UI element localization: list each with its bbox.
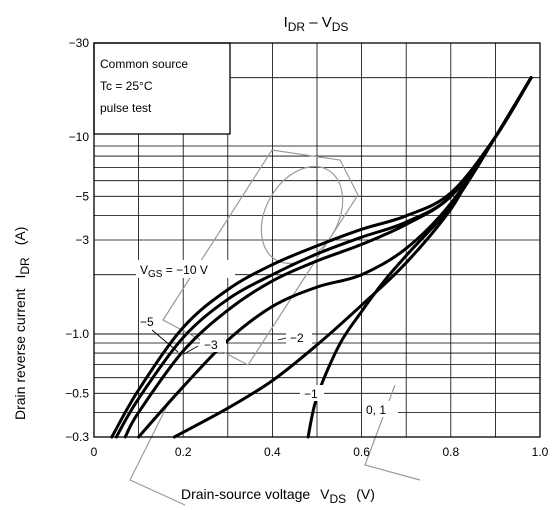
series-label-vgs-10: VGS = −10 V [140, 263, 208, 280]
y-tick-label: −1.0 [65, 327, 89, 341]
condition-line-3: pulse test [100, 101, 152, 115]
condition-line-1: Common source [100, 57, 188, 71]
x-tick-label: 0.2 [175, 445, 192, 459]
x-axis-label: Drain-source voltage VDS (V) [181, 486, 375, 506]
y-axis-label: Drain reverse currentIDR(A) [12, 227, 32, 420]
y-tick-label: −30 [69, 36, 90, 50]
y-tick-labels: −0.3 −0.5 −1.0 −3 −5 −10 −30 [65, 36, 89, 444]
series-label-3: −3 [204, 338, 218, 352]
x-tick-label: 0.4 [264, 445, 281, 459]
series-curves [110, 76, 533, 439]
x-tick-label: 1.0 [532, 445, 549, 459]
x-tick-label: 0.6 [353, 445, 370, 459]
series-line-5 [306, 76, 533, 439]
series-label-5: −5 [140, 315, 154, 329]
x-tick-labels: 0 0.2 0.4 0.6 0.8 1.0 [91, 445, 549, 459]
x-tick-label: 0.8 [442, 445, 459, 459]
y-tick-label: −10 [69, 130, 90, 144]
series-label-1: −1 [304, 387, 318, 401]
condition-line-2: Tc = 25°C [100, 79, 153, 93]
series-label-0-1: 0, 1 [366, 403, 386, 417]
y-tick-label: −5 [75, 189, 89, 203]
y-tick-label: −0.5 [65, 386, 89, 400]
y-tick-label: −3 [75, 233, 89, 247]
plot-frame [93, 42, 541, 438]
condition-box [93, 42, 231, 135]
y-tick-label: −0.3 [65, 430, 89, 444]
chart-title: IDR – VDS [284, 14, 349, 34]
x-tick-label: 0 [91, 445, 98, 459]
series-label-2: −2 [290, 331, 304, 345]
